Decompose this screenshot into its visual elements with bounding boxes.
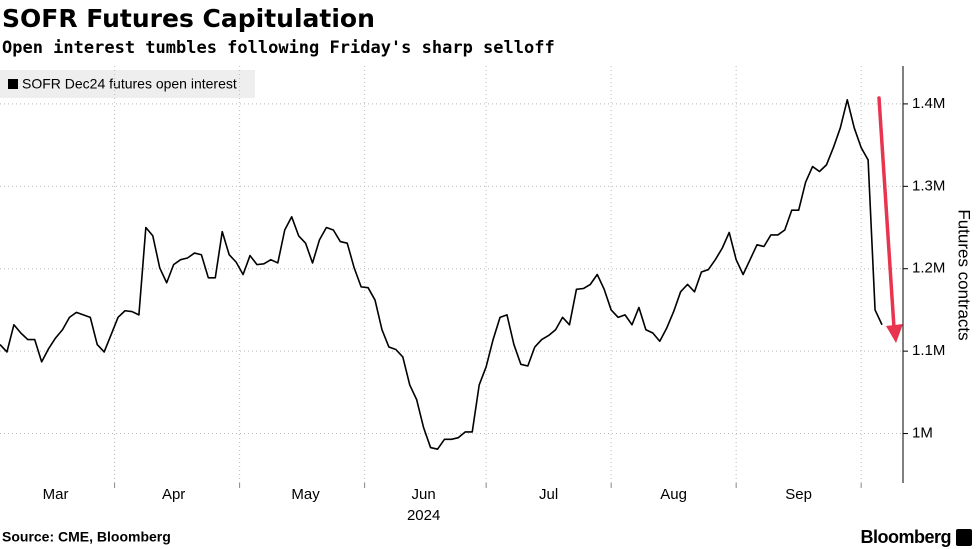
x-tick-label: Jun (412, 486, 436, 503)
source: Source: CME, Bloomberg (2, 529, 171, 545)
y-tick-label: 1.4M (912, 95, 945, 112)
x-tick-label: Aug (660, 486, 687, 503)
y-tick-label: 1M (912, 425, 933, 442)
legend-box (0, 70, 255, 98)
y-tick-label: 1.1M (912, 342, 945, 359)
x-tick-label: May (291, 486, 320, 503)
x-tick-label: Apr (162, 486, 185, 503)
y-tick-label: 1.2M (912, 260, 945, 277)
x-tick-label: Jul (539, 486, 558, 503)
chart-subtitle: Open interest tumbles following Friday's… (2, 38, 555, 58)
x-tick-label: Sep (785, 486, 812, 503)
chart-title: SOFR Futures Capitulation (2, 4, 375, 33)
x-tick-label: Mar (43, 486, 69, 503)
y-axis-label: Futures contracts (955, 209, 974, 340)
legend-swatch (8, 79, 18, 89)
brand: Bloomberg (860, 527, 951, 547)
legend-label: SOFR Dec24 futures open interest (22, 76, 237, 92)
series-line (0, 98, 883, 451)
y-tick-label: 1.3M (912, 177, 945, 194)
annotation-arrow (877, 96, 903, 343)
x-axis-label: 2024 (407, 507, 440, 524)
brand-logo (956, 529, 972, 546)
